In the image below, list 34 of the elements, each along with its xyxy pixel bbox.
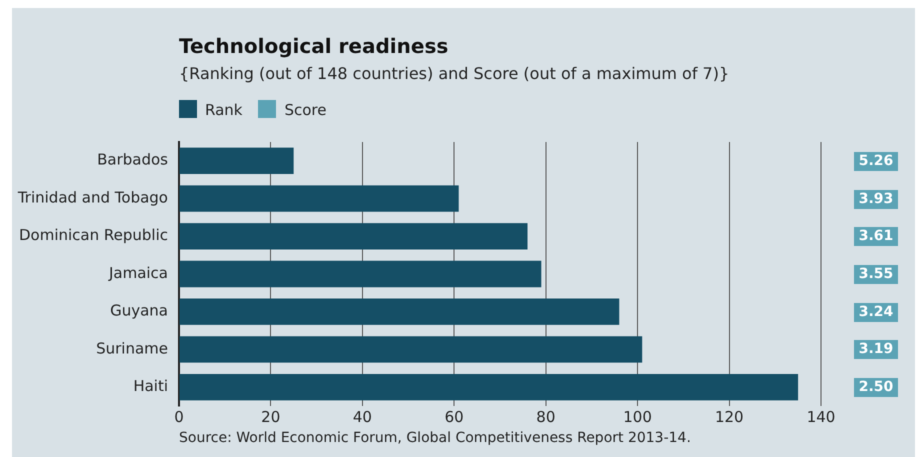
bar bbox=[180, 185, 459, 212]
x-tick-label: 20 bbox=[261, 408, 280, 426]
y-tick-label: Haiti bbox=[133, 377, 168, 396]
x-tick-label: 140 bbox=[806, 408, 836, 426]
y-tick-label: Trinidad and Tobago bbox=[16, 188, 168, 206]
data-label: 3.55 bbox=[854, 265, 898, 284]
y-tick-label: Guyana bbox=[110, 302, 168, 320]
source-note: Source: World Economic Forum, Global Competitiveness Report 2013-14. bbox=[179, 430, 691, 446]
data-label: 5.26 bbox=[854, 152, 898, 171]
bar bbox=[180, 374, 798, 400]
y-tick-label: Barbados bbox=[97, 150, 168, 169]
data-label: 2.50 bbox=[854, 378, 898, 398]
legend-label: Score bbox=[283, 100, 326, 119]
bar bbox=[180, 336, 642, 363]
data-label: 3.24 bbox=[854, 302, 898, 322]
legend-label: Rank bbox=[204, 100, 242, 119]
x-tick-label: 120 bbox=[714, 408, 744, 426]
x-tick-label: 0 bbox=[174, 408, 184, 426]
bar bbox=[180, 223, 528, 250]
x-tick-label: 100 bbox=[623, 408, 652, 426]
y-tick-label: Dominican Republic bbox=[18, 226, 168, 244]
x-tick-label: 80 bbox=[536, 408, 556, 426]
y-tick-label: Jamaica bbox=[108, 264, 168, 282]
y-tick-label: Suriname bbox=[96, 339, 168, 358]
data-label: 3.19 bbox=[854, 340, 898, 360]
bar bbox=[180, 148, 294, 174]
x-tick-label: 60 bbox=[444, 408, 464, 426]
bar bbox=[180, 298, 620, 325]
chart-subtitle: {Ranking (out of 148 countries) and Score (out of a maximum of 7)} bbox=[179, 64, 730, 83]
data-label: 3.93 bbox=[854, 190, 898, 209]
bar bbox=[180, 260, 542, 288]
data-label: 3.61 bbox=[854, 227, 898, 246]
chart-title: Technological readiness bbox=[179, 34, 448, 58]
x-tick-label: 40 bbox=[352, 408, 372, 426]
